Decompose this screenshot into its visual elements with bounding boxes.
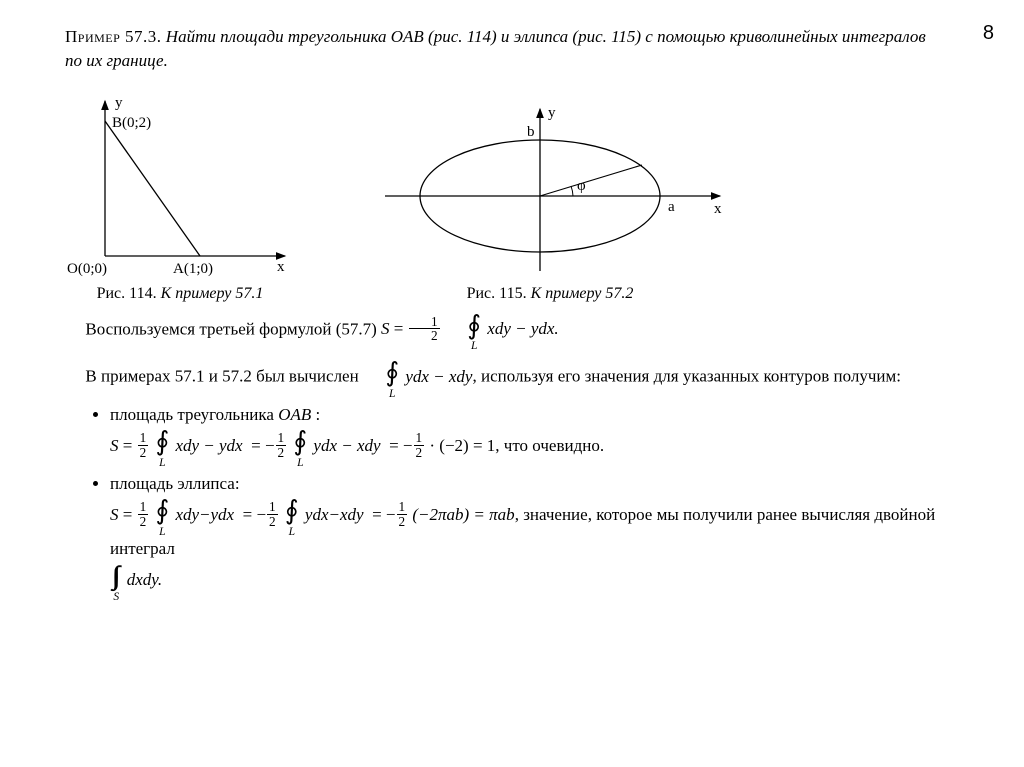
p2-text2: , используя его значения для указанных к… xyxy=(472,367,900,386)
label-b: b xyxy=(527,124,535,140)
integrand2: ydx − xdy xyxy=(405,367,472,386)
figure-114: y x B(0;2) O(0;0) A(1;0) Рис. 114. К при… xyxy=(65,91,295,303)
label-a: a xyxy=(668,199,675,215)
p2-text1: В примерах 57.1 и 57.2 был вычислен xyxy=(85,367,363,386)
item-ellipse: площадь эллипса: S = 12 ∮L xdy−ydx = −12… xyxy=(110,471,940,601)
integrand: xdy − ydx. xyxy=(487,319,558,338)
point-A: A(1;0) xyxy=(173,261,213,277)
colon: : xyxy=(311,405,320,424)
dxdy: dxdy. xyxy=(127,570,162,589)
oint-icon: ∮L xyxy=(285,498,299,537)
y-axis-label: y xyxy=(548,105,556,121)
iint-icon: ∫∫S xyxy=(112,563,120,602)
item-triangle: площадь треугольника OAB : S = 12 ∮L xdy… xyxy=(110,402,940,467)
label-phi: φ xyxy=(577,178,586,194)
ell-head: площадь эллипса: xyxy=(110,474,240,493)
point-O: O(0;0) xyxy=(67,261,107,277)
fig114-caption-prefix: Рис. 114. xyxy=(97,285,157,302)
example-label: Пример 57.3. xyxy=(65,27,162,46)
fig114-caption-italic: К примеру 57.1 xyxy=(161,285,264,302)
triangle-diagram: y x B(0;2) O(0;0) A(1;0) xyxy=(65,91,295,281)
example-heading: Пример 57.3. Найти площади треугольника … xyxy=(65,25,935,73)
figure-115: y x a b φ Рис. 115. К примеру 57.2 xyxy=(365,101,735,303)
p1-text: Воспользуемся третьей формулой (57.7) xyxy=(85,319,381,338)
x-axis-label: x xyxy=(714,201,722,217)
figures-row: y x B(0;2) O(0;0) A(1;0) Рис. 114. К при… xyxy=(65,91,994,303)
oint-icon: ∮L xyxy=(293,429,307,468)
fig115-caption: Рис. 115. К примеру 57.2 xyxy=(365,285,735,303)
expr2: ydx−xdy xyxy=(305,505,364,524)
x-axis-label: x xyxy=(277,259,285,275)
oint-icon: ∮L xyxy=(155,498,169,537)
fig115-caption-italic: К примеру 57.2 xyxy=(531,285,634,302)
tri-tail: , что очевидно. xyxy=(495,436,604,455)
eq-sign: = xyxy=(390,319,408,338)
frac-half: 12 xyxy=(267,500,278,528)
fig114-caption: Рис. 114. К примеру 57.1 xyxy=(65,285,295,303)
point-B: B(0;2) xyxy=(112,115,151,131)
example-text: Найти площади треугольника OAB (рис. 114… xyxy=(65,27,926,70)
paragraph-1: Воспользуемся третьей формулой (57.7) S … xyxy=(65,313,955,351)
oint-icon: ∮L xyxy=(155,429,169,468)
ellipse-diagram: y x a b φ xyxy=(365,101,735,281)
oint-icon: ∮L xyxy=(447,313,481,351)
y-axis-label: y xyxy=(115,95,123,111)
minus2: · (−2) = 1 xyxy=(425,436,495,455)
frac-half: 12 xyxy=(138,500,149,528)
frac-half: 12 xyxy=(276,431,287,459)
frac-half: 12 xyxy=(397,500,408,528)
expr1: xdy−ydx xyxy=(175,505,234,524)
result-list: площадь треугольника OAB : S = 12 ∮L xdy… xyxy=(110,402,940,601)
frac-half: 12 xyxy=(138,431,149,459)
paragraph-2: В примерах 57.1 и 57.2 был вычислен ∮L y… xyxy=(65,360,955,398)
frac-half: 12 xyxy=(409,315,440,343)
sym-S: S xyxy=(110,436,119,455)
fig115-caption-prefix: Рис. 115. xyxy=(467,285,527,302)
frac-half: 12 xyxy=(414,431,425,459)
expr2: ydx − xdy xyxy=(313,436,380,455)
eq: = xyxy=(119,505,137,524)
oint-icon: ∮L xyxy=(365,360,399,398)
tri-head: площадь треугольника xyxy=(110,405,278,424)
page-number: 8 xyxy=(983,22,994,45)
pab: (−2πab) = πab xyxy=(412,505,514,524)
OAB: OAB xyxy=(278,405,311,424)
sym-S: S xyxy=(110,505,119,524)
sym-S: S xyxy=(381,319,390,338)
eq: = xyxy=(119,436,137,455)
expr1: xdy − ydx xyxy=(175,436,242,455)
